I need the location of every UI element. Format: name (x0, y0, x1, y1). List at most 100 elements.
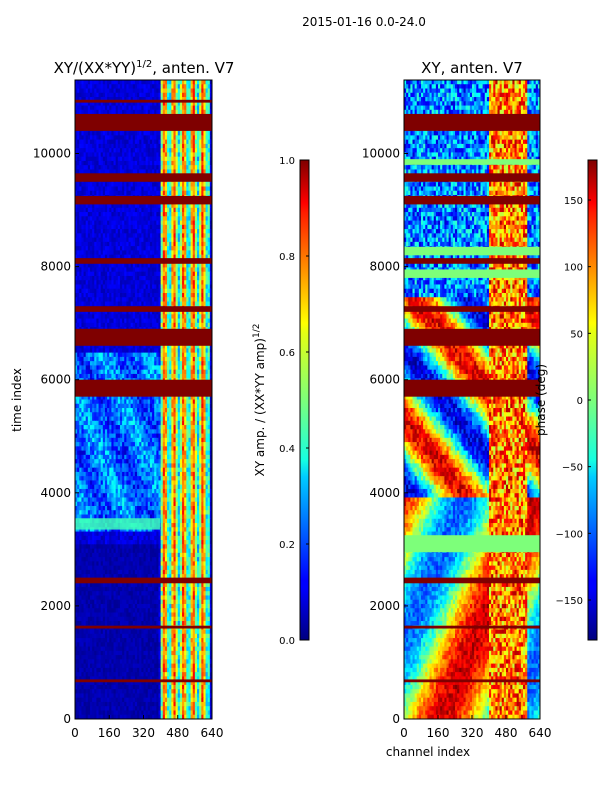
heatmap-cell (177, 220, 181, 226)
heatmap-cell (94, 182, 98, 188)
heatmap-cell (203, 160, 207, 166)
heatmap-cell (199, 135, 202, 141)
heatmap-cell (158, 246, 162, 251)
heatmap-cell (77, 190, 80, 196)
heatmap-cell (128, 148, 132, 154)
heatmap-cell (184, 395, 187, 401)
heatmap-cell (209, 356, 212, 362)
heatmap-cell (111, 220, 115, 226)
heatmap-cell (186, 271, 190, 277)
heatmap-cell (117, 369, 121, 375)
heatmap-cell (169, 241, 172, 247)
heatmap-cell (149, 246, 153, 251)
heatmap-cell (104, 314, 108, 320)
heatmap-cell (113, 229, 117, 234)
heatmap-cell (171, 152, 175, 158)
heatmap-cell (104, 224, 108, 230)
heatmap-cell (104, 344, 108, 349)
heatmap-cell (113, 369, 117, 375)
heatmap-cell (149, 212, 153, 217)
heatmap-cell (141, 229, 145, 234)
heatmap-cell (160, 297, 164, 303)
heatmap-cell (139, 318, 142, 324)
heatmap-cell (104, 293, 108, 298)
heatmap-cell (132, 220, 136, 226)
heatmap-cell (141, 271, 145, 277)
heatmap-cell (201, 97, 205, 102)
heatmap-cell (79, 207, 83, 213)
heatmap-cell (158, 241, 162, 247)
heatmap-cell (177, 322, 181, 328)
heatmap-cell (113, 190, 117, 196)
heatmap-cell (128, 152, 132, 158)
heatmap-cell (164, 212, 168, 217)
heatmap-cell (122, 165, 125, 171)
heatmap-cell (162, 131, 166, 136)
heatmap-cell (96, 237, 100, 243)
heatmap-cell (122, 203, 125, 209)
heatmap-cell (149, 348, 153, 354)
heatmap-cell (141, 301, 145, 307)
heatmap-cell (113, 148, 117, 154)
heatmap-cell (167, 139, 170, 145)
heatmap-cell (89, 361, 93, 367)
heatmap-cell (167, 152, 170, 158)
heatmap-cell (94, 369, 98, 375)
heatmap-cell (81, 408, 85, 413)
heatmap-cell (85, 156, 89, 162)
heatmap-cell (207, 254, 211, 260)
heatmap-cell (137, 152, 140, 158)
heatmap-cell (81, 216, 85, 222)
heatmap-cell (79, 131, 83, 136)
heatmap-cell (158, 190, 162, 196)
heatmap-cell (209, 318, 212, 324)
heatmap-cell (132, 356, 136, 362)
heatmap-cell (143, 284, 147, 290)
heatmap-cell (164, 271, 168, 277)
heatmap-cell (209, 271, 212, 277)
heatmap-cell (145, 373, 149, 379)
heatmap-cell (109, 271, 112, 277)
heatmap-cell (192, 212, 196, 217)
heatmap-cell (122, 348, 125, 354)
heatmap-cell (190, 109, 194, 115)
heatmap-cell (98, 297, 102, 303)
heatmap-cell (179, 293, 183, 298)
heatmap-cell (171, 288, 175, 294)
heatmap-cell (98, 399, 102, 405)
heatmap-cell (104, 190, 108, 196)
heatmap-cell (94, 88, 98, 94)
heatmap-cell (190, 288, 194, 294)
heatmap-cell (190, 250, 194, 256)
heatmap-cell (169, 105, 172, 111)
heatmap-cell (79, 263, 83, 269)
heatmap-cell (137, 156, 140, 162)
heatmap-cell (79, 190, 83, 196)
heatmap-cell (182, 310, 185, 315)
heatmap-cell (130, 408, 134, 413)
heatmap-cell (152, 131, 155, 136)
heatmap-cell (85, 224, 89, 230)
heatmap-cell (158, 186, 162, 192)
heatmap-cell (173, 143, 177, 149)
heatmap-cell (169, 131, 172, 136)
heatmap-cell (134, 80, 138, 85)
heatmap-cell (205, 284, 209, 290)
heatmap-cell (83, 352, 87, 358)
heatmap-cell (107, 310, 110, 315)
heatmap-cell (182, 365, 185, 371)
heatmap-cell (109, 237, 112, 243)
heatmap-cell (164, 237, 168, 243)
heatmap-cell (115, 160, 119, 166)
heatmap-cell (199, 369, 202, 375)
heatmap-cell (122, 131, 125, 136)
heatmap-cell (207, 284, 211, 290)
heatmap-cell (111, 301, 115, 307)
heatmap-cell (100, 152, 104, 158)
heatmap-cell (77, 160, 80, 166)
heatmap-cell (175, 241, 179, 247)
heatmap-cell (147, 241, 151, 247)
heatmap-cell (164, 143, 168, 149)
heatmap-cell (75, 216, 78, 222)
heatmap-cell (194, 314, 198, 320)
